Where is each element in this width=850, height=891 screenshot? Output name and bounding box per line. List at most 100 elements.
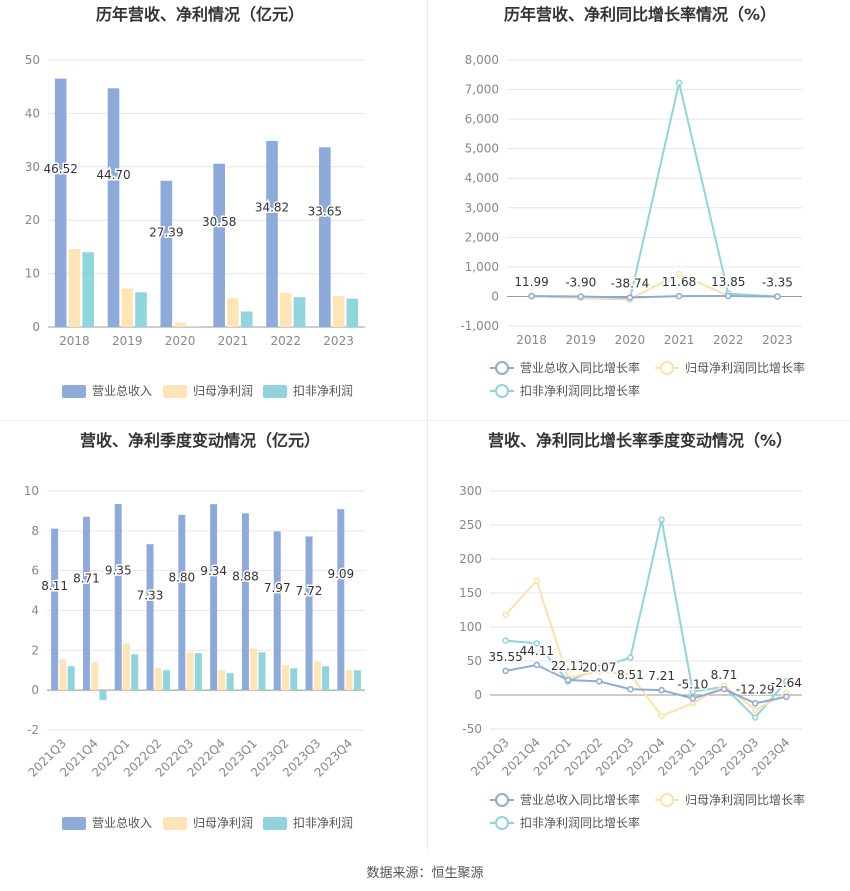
series-point-2[interactable]: [533, 577, 541, 585]
series-point-3[interactable]: [502, 637, 509, 644]
series-point-2[interactable]: [658, 712, 665, 720]
bar-data-label: 7.97: [264, 581, 291, 595]
series-point-1[interactable]: [774, 293, 781, 300]
series-point-1[interactable]: [751, 700, 759, 707]
bar-1[interactable]: [273, 531, 281, 691]
bar-2[interactable]: [123, 643, 130, 691]
bar-3[interactable]: [240, 311, 253, 327]
bar-2[interactable]: [186, 652, 194, 691]
legend-swatch-marker[interactable]: [495, 793, 509, 807]
bar-3[interactable]: [67, 666, 75, 691]
series-point-2[interactable]: [751, 706, 759, 714]
bar-2[interactable]: [174, 322, 186, 327]
bar-1[interactable]: [146, 544, 154, 691]
bar-3[interactable]: [131, 654, 139, 691]
series-point-1[interactable]: [627, 685, 634, 693]
legend-swatch-marker[interactable]: [495, 816, 509, 830]
bar-1[interactable]: [51, 528, 59, 691]
bar-1[interactable]: [319, 147, 331, 327]
series-point-2[interactable]: [502, 611, 509, 619]
series-point-3[interactable]: [689, 688, 697, 695]
legend-swatch[interactable]: [62, 817, 86, 830]
bar-2[interactable]: [279, 292, 292, 327]
bar-2[interactable]: [282, 665, 289, 691]
bar-3[interactable]: [258, 652, 266, 691]
series-point-3[interactable]: [658, 516, 665, 523]
point-data-label: -38.74: [611, 277, 650, 291]
series-point-3[interactable]: [533, 640, 541, 647]
bar-2[interactable]: [59, 659, 67, 691]
bar-3[interactable]: [290, 668, 298, 691]
bar-2[interactable]: [154, 668, 162, 691]
bar-2[interactable]: [91, 662, 99, 691]
bar-2[interactable]: [345, 670, 353, 691]
y-tick-label: 7,000: [465, 83, 499, 97]
legend-swatch[interactable]: [163, 817, 187, 830]
bar-1[interactable]: [178, 514, 186, 691]
series-point-1[interactable]: [675, 292, 683, 300]
bar-3[interactable]: [82, 252, 94, 327]
legend-label: 归母净利润: [193, 816, 253, 830]
bar-data-label: 27.39: [149, 225, 183, 239]
series-point-3[interactable]: [751, 714, 759, 721]
bar-3[interactable]: [293, 297, 306, 327]
bar-3[interactable]: [226, 673, 234, 691]
bar-1[interactable]: [107, 88, 120, 327]
bar-3[interactable]: [188, 326, 200, 327]
series-point-1[interactable]: [533, 661, 541, 669]
series-point-2[interactable]: [627, 671, 634, 678]
legend-swatch-marker[interactable]: [495, 384, 509, 398]
bar-2[interactable]: [227, 298, 239, 327]
bar-3[interactable]: [353, 670, 361, 691]
bar-3[interactable]: [163, 670, 171, 691]
legend-label: 营业总收入: [92, 384, 152, 398]
bar-1[interactable]: [54, 78, 67, 328]
series-point-1[interactable]: [502, 667, 509, 675]
series-point-1[interactable]: [658, 686, 665, 694]
series-point-2[interactable]: [595, 667, 603, 675]
series-line-3: [505, 519, 788, 719]
bar-2[interactable]: [121, 288, 134, 327]
bar-1[interactable]: [241, 513, 249, 691]
legend-swatch[interactable]: [163, 385, 187, 398]
series-point-1[interactable]: [528, 292, 535, 300]
bar-3[interactable]: [346, 298, 359, 327]
bar-2[interactable]: [218, 670, 226, 691]
bar-1[interactable]: [337, 509, 345, 691]
bar-3[interactable]: [99, 690, 107, 701]
series-point-1[interactable]: [689, 695, 697, 702]
legend-swatch[interactable]: [263, 817, 287, 830]
series-point-1[interactable]: [626, 294, 634, 301]
bar-3[interactable]: [135, 292, 147, 327]
legend-swatch-marker[interactable]: [660, 361, 674, 375]
series-point-3[interactable]: [627, 654, 634, 661]
bar-1[interactable]: [160, 180, 173, 327]
legend-swatch-marker[interactable]: [495, 361, 509, 375]
y-tick-label: 50: [25, 53, 40, 67]
series-point-1[interactable]: [577, 293, 584, 300]
bar-3[interactable]: [322, 666, 330, 691]
bar-1[interactable]: [305, 536, 313, 691]
bar-2[interactable]: [313, 661, 321, 691]
legend-swatch[interactable]: [263, 385, 287, 398]
series-point-2[interactable]: [675, 270, 683, 278]
bar-1[interactable]: [210, 504, 218, 691]
series-point-1[interactable]: [564, 676, 572, 684]
series-point-3[interactable]: [783, 678, 790, 685]
x-tick-label: 2018: [59, 334, 90, 348]
bar-2[interactable]: [250, 648, 258, 691]
legend-swatch-marker[interactable]: [660, 793, 674, 807]
bar-1[interactable]: [266, 141, 278, 327]
bar-3[interactable]: [194, 653, 202, 691]
series-point-1[interactable]: [725, 292, 732, 300]
series-point-1[interactable]: [595, 678, 603, 685]
bar-2[interactable]: [332, 296, 345, 327]
bar-2[interactable]: [68, 249, 81, 327]
legend-swatch[interactable]: [62, 385, 86, 398]
series-point-1[interactable]: [783, 693, 790, 701]
bar-1[interactable]: [213, 163, 225, 327]
series-point-1[interactable]: [720, 685, 728, 693]
series-point-3[interactable]: [675, 79, 683, 87]
bar-1[interactable]: [82, 516, 90, 691]
bar-1[interactable]: [114, 503, 122, 691]
